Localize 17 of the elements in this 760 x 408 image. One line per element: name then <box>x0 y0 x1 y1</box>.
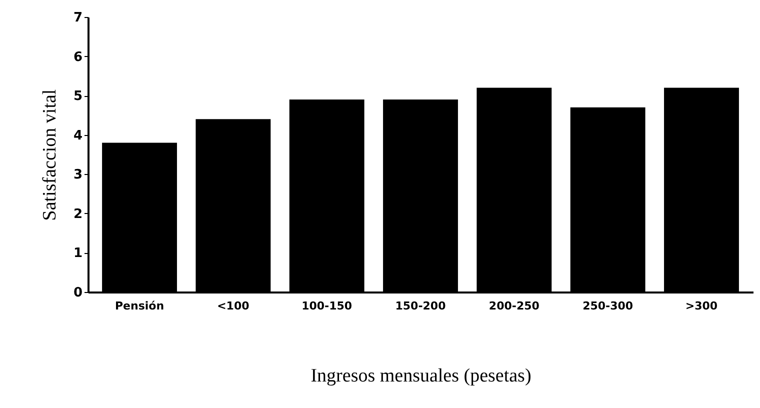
y-tick-label: 4 <box>73 128 82 144</box>
y-tick-label: 7 <box>73 10 82 26</box>
y-tick-label: 0 <box>73 286 82 300</box>
x-tick-label: 250-300 <box>582 300 634 312</box>
x-tick-label: Pensión <box>114 300 164 312</box>
x-tick-label: >300 <box>685 300 718 312</box>
y-tick-label: 5 <box>73 89 82 104</box>
y-tick-label: 3 <box>73 168 82 183</box>
x-tick-label: 200-250 <box>488 300 540 312</box>
x-tick-label: 150-200 <box>395 300 446 312</box>
x-axis-title: Ingresos mensuales (pesetas) <box>310 366 532 386</box>
y-tick-label: 1 <box>73 246 82 262</box>
x-tick-label: 100-150 <box>302 300 352 312</box>
y-tick-label: 2 <box>73 206 82 222</box>
x-tick-label: <100 <box>217 300 250 312</box>
y-axis-title: Satisfaccion vital <box>39 89 60 221</box>
y-tick-label: 6 <box>73 50 82 65</box>
